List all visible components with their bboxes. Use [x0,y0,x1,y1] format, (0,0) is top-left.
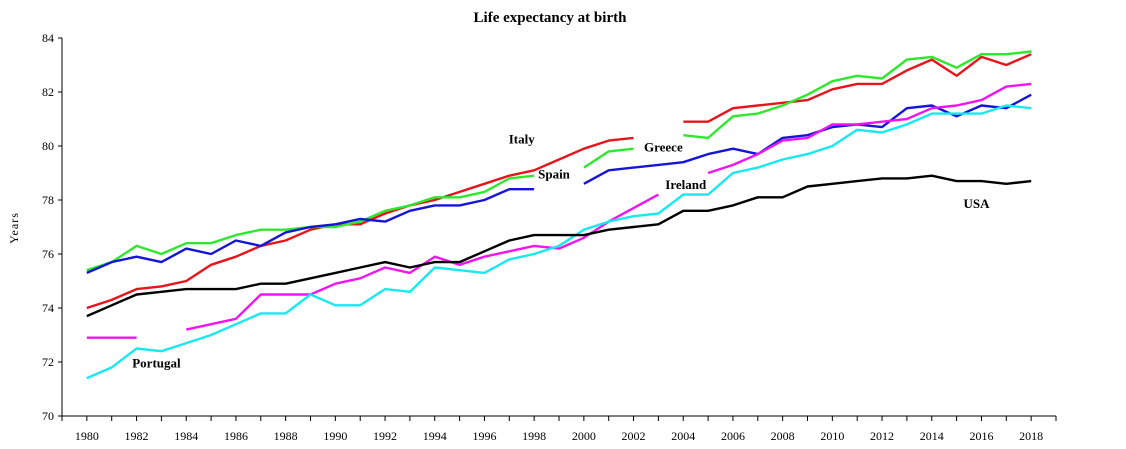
x-tick-label: 2018 [1019,429,1043,443]
x-tick-label: 1992 [373,429,397,443]
x-tick-label: 1984 [174,429,198,443]
x-tick-label: 1990 [323,429,347,443]
y-tick-label: 70 [42,409,54,423]
x-tick-label: 1988 [274,429,298,443]
y-tick-label: 82 [42,85,54,99]
chart-title: Life expectancy at birth [474,10,628,26]
x-tick-label: 1982 [125,429,149,443]
series-labels: Italy Greece Spain Ireland Portugal USA [132,131,990,370]
ticks: 70 72 74 76 78 80 82 84 1980 1982 1984 1986 1988 1990… [42,31,1057,443]
series-label-usa: USA [963,196,990,211]
series-line-spain [86,93,1032,275]
x-tick-label: 2002 [622,429,646,443]
y-axis-label: Years [7,212,21,244]
y-tick-label: 80 [42,139,54,153]
x-tick-label: 1986 [224,429,248,443]
y-tick-label: 78 [42,193,54,207]
series-label-greece: Greece [644,139,683,154]
x-tick-label: 2016 [969,429,993,443]
series-line-greece [86,50,1032,272]
x-tick-label: 1994 [423,429,447,443]
y-tick-label: 74 [42,301,54,315]
series-lines [86,50,1032,380]
y-tick-label: 76 [42,247,54,261]
y-tick-label: 84 [42,31,54,45]
axes [61,38,1056,417]
x-tick-label: 2000 [572,429,596,443]
x-tick-label: 1998 [522,429,546,443]
y-tick-label: 72 [42,355,54,369]
series-label-ireland: Ireland [665,177,707,192]
series-line-usa [86,174,1032,318]
series-label-italy: Italy [509,131,536,146]
x-tick-label: 2004 [671,429,695,443]
x-tick-label: 2008 [771,429,795,443]
series-label-portugal: Portugal [132,355,181,370]
x-tick-label: 2010 [820,429,844,443]
series-line-portugal [86,104,1032,380]
series-line-italy [86,53,1032,310]
x-tick-label: 2012 [870,429,894,443]
series-label-spain: Spain [538,166,571,181]
x-tick-label: 2014 [920,429,944,443]
series-line-ireland [86,82,1032,339]
x-tick-label: 1980 [75,429,99,443]
x-tick-label: 2006 [721,429,745,443]
x-tick-label: 1996 [472,429,496,443]
